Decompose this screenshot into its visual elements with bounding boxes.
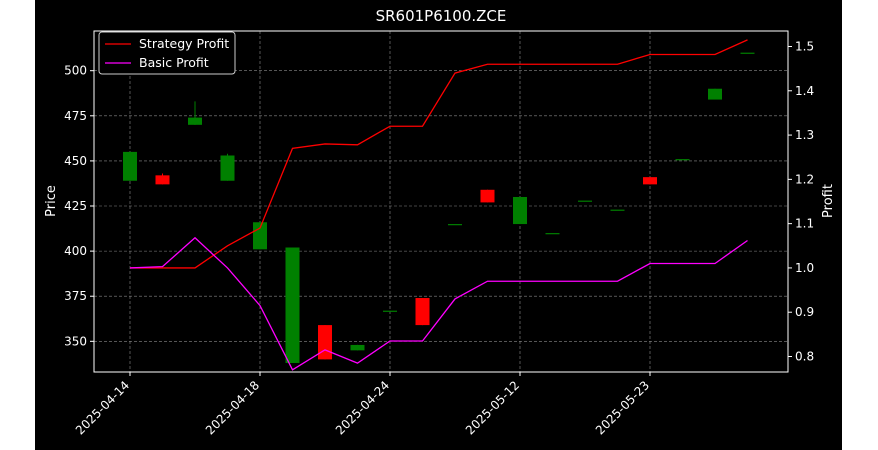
plot-frame [93, 30, 789, 373]
candle-body [123, 151, 137, 181]
grid [94, 31, 788, 372]
right-tick-label: 1.3 [795, 128, 814, 142]
candle-body [415, 298, 430, 326]
candle-body [643, 177, 657, 185]
candles [123, 52, 755, 363]
legend-strategy-label: Strategy Profit [139, 36, 229, 51]
x-tick-label: 2025-04-24 [333, 378, 392, 437]
x-tick-label: 2025-04-14 [73, 378, 132, 437]
candle-body [708, 88, 722, 100]
candle-body [513, 196, 527, 225]
candle-body [188, 117, 202, 125]
right-tick-label: 1.4 [795, 84, 814, 98]
candle-body [610, 209, 625, 211]
legend-box [98, 31, 236, 75]
candlestick-chart: 350 375 400 425 450 475 500 0.8 0.9 1.0 1.1 1.2 1.3… [44, 7, 836, 437]
left-tick-label: 350 [64, 334, 87, 348]
x-tick-label: 2025-05-23 [593, 378, 652, 437]
left-tick-label: 450 [64, 154, 87, 168]
legend-basic-label: Basic Profit [139, 55, 209, 70]
x-axis: 2025-04-14 2025-04-18 2025-04-24 2025-05-12… [73, 372, 652, 437]
candle-body [480, 189, 495, 203]
candle-body [155, 175, 170, 185]
candle-body [350, 344, 365, 351]
right-tick-label: 0.9 [795, 305, 814, 319]
chart-title: SR601P6100.ZCE [376, 7, 507, 25]
chart-figure: 350 375 400 425 450 475 500 0.8 0.9 1.0 1.1 1.2 1.3… [35, 0, 842, 450]
candle-body [448, 224, 462, 226]
x-tick-label: 2025-05-12 [463, 378, 522, 437]
right-tick-label: 1.1 [795, 217, 814, 231]
right-axis-label: Profit [821, 184, 836, 218]
x-tick-label: 2025-04-18 [203, 378, 262, 437]
left-tick-label: 500 [64, 64, 87, 78]
left-tick-label: 425 [64, 199, 87, 213]
right-tick-label: 0.8 [795, 350, 814, 364]
candle-body [285, 247, 300, 363]
strategy-profit-line [130, 39, 748, 269]
candle-body [253, 222, 267, 250]
candle-body [740, 52, 755, 54]
left-tick-label: 400 [64, 244, 87, 258]
legend: Strategy Profit Basic Profit [98, 31, 236, 75]
basic-profit-line [129, 236, 748, 371]
right-tick-label: 1.2 [795, 172, 814, 186]
left-axis-label: Price [44, 185, 59, 217]
left-tick-label: 475 [64, 109, 87, 123]
candle-body [318, 325, 332, 360]
left-axis: 350 375 400 425 450 475 500 [64, 64, 94, 348]
right-axis: 0.8 0.9 1.0 1.1 1.2 1.3 1.4 1.5 [788, 40, 814, 364]
left-tick-label: 375 [64, 289, 87, 303]
profit-lines [129, 39, 748, 371]
candle-body [675, 159, 690, 161]
candle-body [220, 155, 235, 181]
candle-body [545, 233, 560, 235]
right-tick-label: 1.5 [795, 40, 814, 54]
candle-body [383, 310, 397, 312]
candle-body [578, 200, 592, 202]
right-tick-label: 1.0 [795, 261, 814, 275]
